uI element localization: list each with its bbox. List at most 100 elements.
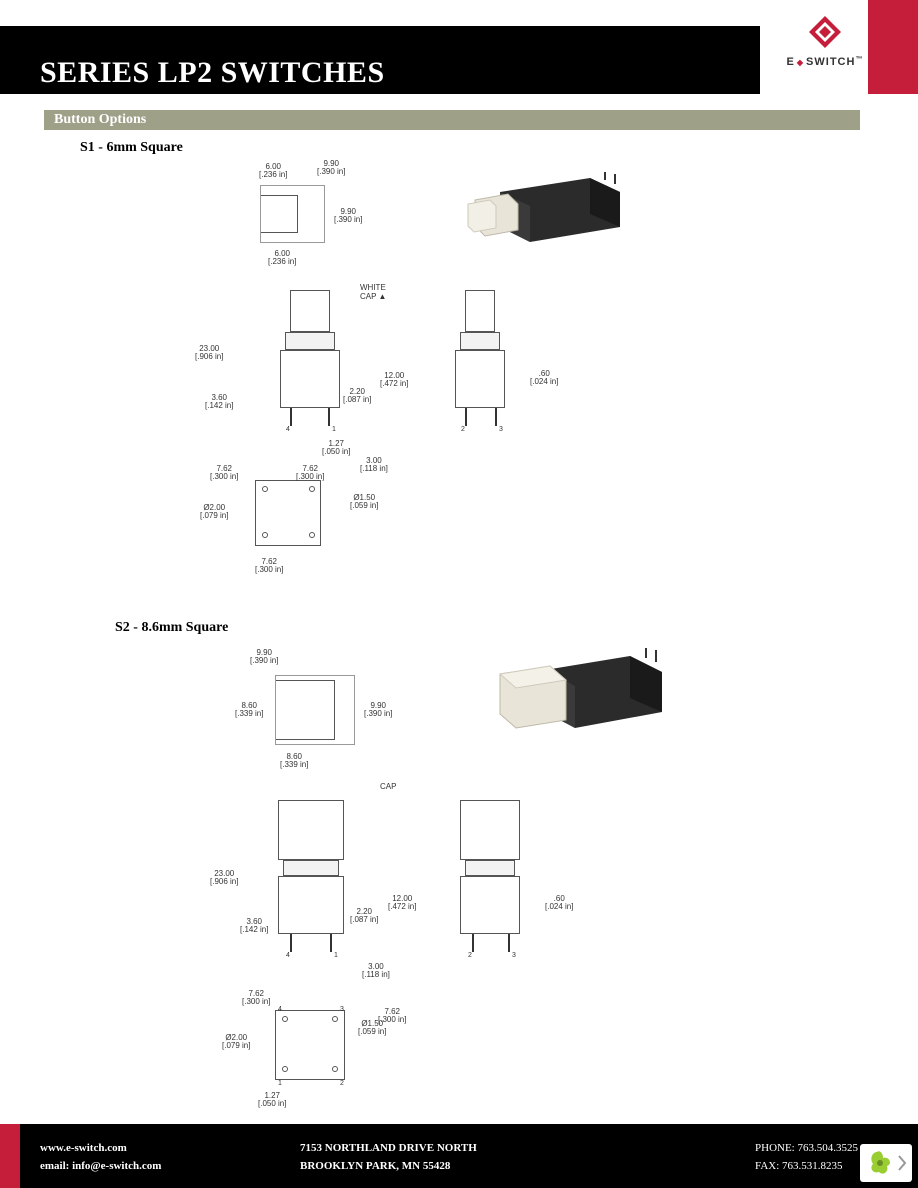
page-footer: www.e-switch.com email: info@e-switch.co… [0, 1124, 918, 1188]
brand-logo-block: E◆SWITCH™ [760, 0, 918, 94]
s2-iso-view [470, 648, 680, 758]
s2-front-cap [278, 800, 344, 860]
s1-front-collar [285, 332, 335, 350]
s2-pin [472, 934, 474, 952]
s2-fp-pin-1: 1 [278, 1080, 282, 1087]
s1-front-cap [290, 290, 330, 332]
s2-dim-side-w: .60[.024 in] [545, 895, 573, 912]
s1-pin [328, 408, 330, 426]
s1-dim-top-w: 6.00[.236 in] [259, 163, 287, 180]
s2-front-body [278, 876, 344, 934]
s1-side-collar [460, 332, 500, 350]
s1-pin-num-2: 2 [461, 426, 465, 433]
s1-dim-side-w: .60[.024 in] [530, 370, 558, 387]
s1-dim-hole-a: Ø2.00[.079 in] [200, 504, 228, 521]
section-title-bar: Button Options [44, 110, 860, 130]
s1-cap-note: WHITE CAP ▲ [360, 283, 386, 301]
s1-pin-num-1: 1 [332, 426, 336, 433]
s2-fp-pin-3: 3 [340, 1006, 344, 1013]
s2-footprint-hole [332, 1016, 338, 1022]
brand-logo: E◆SWITCH™ [770, 14, 880, 68]
option-s2-label: S2 - 8.6mm Square [115, 620, 228, 636]
s1-footprint-hole [309, 532, 315, 538]
footer-address: 7153 NORTHLAND DRIVE NORTH BROOKLYN PARK… [300, 1140, 477, 1175]
s2-pin-num-3: 3 [512, 952, 516, 959]
footer-addr1: 7153 NORTHLAND DRIVE NORTH [300, 1140, 477, 1158]
brand-accent-bar [868, 0, 918, 94]
s2-pin [290, 934, 292, 952]
s1-dim-pitch: 1.27[.050 in] [322, 440, 350, 457]
s1-front-body [280, 350, 340, 408]
s1-pin [290, 408, 292, 426]
footer-email[interactable]: info@e-switch.com [72, 1160, 161, 1172]
s2-footprint-hole [282, 1016, 288, 1022]
s1-pin [465, 408, 467, 426]
s1-pin-num-3: 3 [499, 426, 503, 433]
s2-dim-top-w2: 8.60[.339 in] [280, 753, 308, 770]
s2-dim-hole-a: Ø2.00[.079 in] [222, 1034, 250, 1051]
option-s1-label: S1 - 6mm Square [80, 140, 183, 156]
s2-dim-hole-b: Ø1.50[.059 in] [358, 1020, 386, 1037]
s1-dim-side-h: 23.00[.906 in] [195, 345, 223, 362]
brand-name-right: SWITCH [806, 56, 855, 68]
s2-fp-pin-2: 2 [340, 1080, 344, 1087]
s2-pin [508, 934, 510, 952]
page-title: SERIES LP2 SWITCHES [40, 56, 385, 90]
s1-dim-top-w2: 6.00[.236 in] [268, 250, 296, 267]
footer-phone-fax: PHONE: 763.504.3525 FAX: 763.531.8235 [755, 1140, 858, 1175]
brand-logo-icon [807, 14, 843, 50]
s2-dim-body-h: 12.00[.472 in] [388, 895, 416, 912]
footer-email-label: email: [40, 1160, 72, 1172]
s1-footprint-hole [262, 486, 268, 492]
s2-dim-top-w: 8.60[.339 in] [235, 702, 263, 719]
s2-dim-pitch: 1.27[.050 in] [258, 1092, 286, 1109]
s1-side-cap [465, 290, 495, 332]
s1-dim-foot-b: 7.62[.300 in] [296, 465, 324, 482]
footer-nav-next[interactable] [860, 1144, 912, 1182]
s1-footprint-hole [309, 486, 315, 492]
footer-contact-web: www.e-switch.com email: info@e-switch.co… [40, 1140, 161, 1175]
s2-dim-pcb-off: 3.00[.118 in] [362, 963, 390, 980]
s2-side-collar [465, 860, 515, 876]
s1-dim-top-depth: 9.90[.390 in] [317, 160, 345, 177]
s1-iso-view [440, 172, 640, 262]
s2-dim-side-h: 23.00[.906 in] [210, 870, 238, 887]
footer-fax-label: FAX: [755, 1160, 782, 1172]
brand-name-left: E [787, 56, 795, 68]
s2-dim-top-depth: 9.90[.390 in] [250, 649, 278, 666]
footer-phone-label: PHONE: [755, 1142, 797, 1154]
s1-top-body-outline [260, 185, 325, 243]
s2-top-body-outline [275, 675, 355, 745]
footer-addr2: BROOKLYN PARK, MN 55428 [300, 1158, 477, 1176]
footer-phone: 763.504.3525 [798, 1142, 859, 1154]
s2-pin-num-4: 4 [286, 952, 290, 959]
s2-dim-foot-a: 7.62[.300 in] [242, 990, 270, 1007]
footer-fax: 763.531.8235 [782, 1160, 843, 1172]
s2-dim-mid-gap: 2.20[.087 in] [350, 908, 378, 925]
s2-side-body [460, 876, 520, 934]
s2-front-collar [283, 860, 339, 876]
s1-dim-pcb-off: 3.00[.118 in] [360, 457, 388, 474]
s2-pin-num-2: 2 [468, 952, 472, 959]
s1-dim-body-h: 12.00[.472 in] [380, 372, 408, 389]
s1-pin [495, 408, 497, 426]
s1-dim-pin-h: 3.60[.142 in] [205, 394, 233, 411]
s1-dim-foot-c: 7.62[.300 in] [255, 558, 283, 575]
s1-dim-mid-gap: 2.20[.087 in] [343, 388, 371, 405]
s2-pin-num-1: 1 [334, 952, 338, 959]
brand-diamond-sep-icon: ◆ [795, 58, 806, 67]
s2-pin [330, 934, 332, 952]
s2-fp-pin-4: 4 [278, 1006, 282, 1013]
s1-dim-foot-a: 7.62[.300 in] [210, 465, 238, 482]
brand-tm: ™ [855, 56, 863, 63]
s2-cap-note: CAP [380, 782, 396, 791]
s1-dim-hole-b: Ø1.50[.059 in] [350, 494, 378, 511]
s1-footprint-hole [262, 532, 268, 538]
s2-dim-pin-h: 3.60[.142 in] [240, 918, 268, 935]
footer-website[interactable]: www.e-switch.com [40, 1140, 161, 1158]
s1-dim-top-h: 9.90[.390 in] [334, 208, 362, 225]
brand-name: E◆SWITCH™ [770, 56, 880, 68]
s2-footprint-hole [332, 1066, 338, 1072]
header-band: SERIES LP2 SWITCHES [0, 26, 760, 94]
s2-dim-top-h: 9.90[.390 in] [364, 702, 392, 719]
